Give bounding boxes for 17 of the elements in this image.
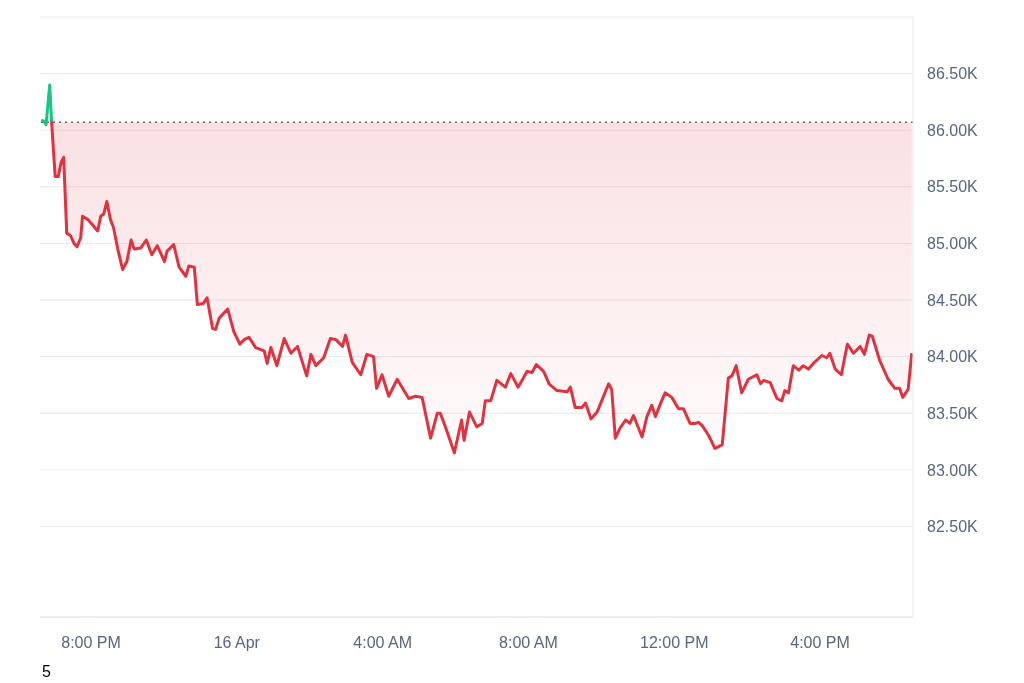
y-tick-label: 86.50K <box>927 65 979 83</box>
text: 5 <box>42 663 52 681</box>
y-tick-label: 84.50K <box>927 291 979 309</box>
x-tick-label: 8:00 PM <box>61 634 121 652</box>
x-tick-label: 4:00 PM <box>790 634 850 652</box>
y-tick-label: 83.00K <box>927 461 979 479</box>
y-tick-label: 84.00K <box>927 348 979 366</box>
y-tick-label: 86.00K <box>927 121 979 139</box>
line-series <box>40 83 54 127</box>
y-tick-label: 83.50K <box>927 404 979 422</box>
y-tick-label: 85.50K <box>927 178 979 196</box>
x-tick-label: 8:00 AM <box>499 634 558 652</box>
y-tick-label: 82.50K <box>927 518 979 536</box>
y-tick-label: 85.00K <box>927 235 979 253</box>
x-tick-label: 16 Apr <box>213 634 261 652</box>
x-tick-label: 12:00 PM <box>640 634 709 652</box>
x-tick-label: 4:00 AM <box>353 634 412 652</box>
